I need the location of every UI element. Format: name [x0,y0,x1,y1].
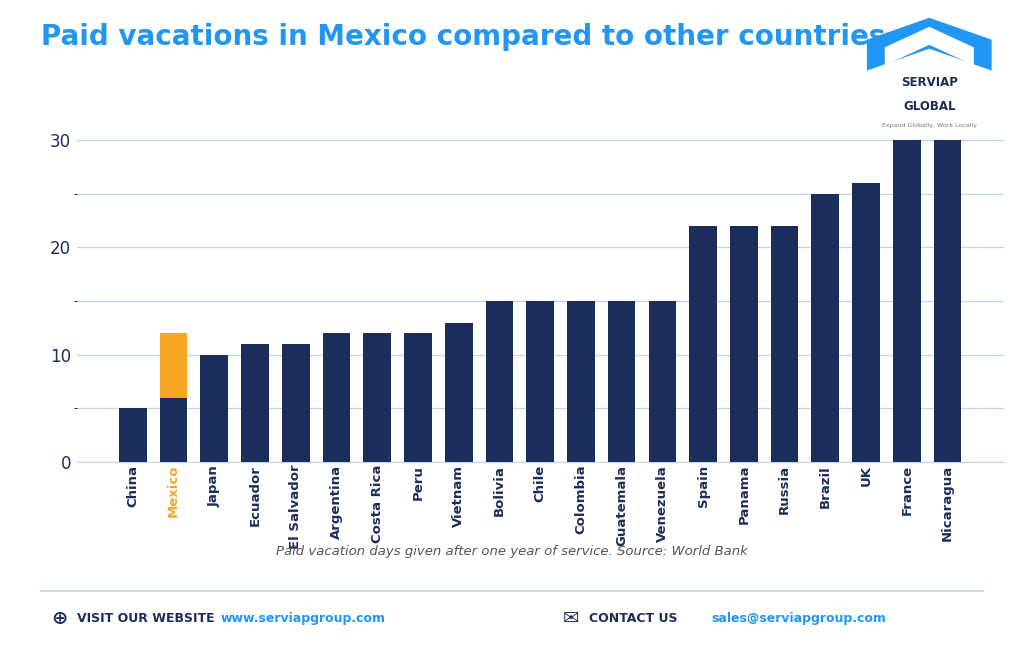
Bar [160,333,187,397]
Bar [201,355,228,462]
Bar [160,397,187,462]
Polygon shape [867,18,991,71]
Bar [485,301,513,462]
Bar [241,344,269,462]
Bar [811,194,840,462]
Bar [444,323,472,462]
Text: ✉: ✉ [563,609,580,628]
Bar [567,301,595,462]
Bar [730,226,758,462]
Text: sales@serviapgroup.com: sales@serviapgroup.com [712,612,887,625]
Bar [689,226,717,462]
Bar [648,301,676,462]
Polygon shape [885,27,974,65]
Text: Expand Globally, Work Locally: Expand Globally, Work Locally [882,123,977,128]
Text: GLOBAL: GLOBAL [903,100,955,113]
Bar [364,333,391,462]
Bar [526,301,554,462]
Bar [323,333,350,462]
Bar [771,226,799,462]
Bar [852,183,880,462]
Bar [893,141,921,462]
Bar [934,141,962,462]
Bar [119,409,146,462]
Text: CONTACT US: CONTACT US [589,612,677,625]
Text: VISIT OUR WEBSITE: VISIT OUR WEBSITE [77,612,214,625]
Text: SERVIAP: SERVIAP [901,76,957,88]
Bar [282,344,309,462]
Text: Paid vacations in Mexico compared to other countries: Paid vacations in Mexico compared to oth… [41,23,886,51]
Bar [404,333,432,462]
Text: ⊕: ⊕ [51,609,68,628]
Text: www.serviapgroup.com: www.serviapgroup.com [220,612,385,625]
Bar [608,301,636,462]
Text: Paid vacation days given after one year of service. Source: World Bank: Paid vacation days given after one year … [276,544,748,558]
